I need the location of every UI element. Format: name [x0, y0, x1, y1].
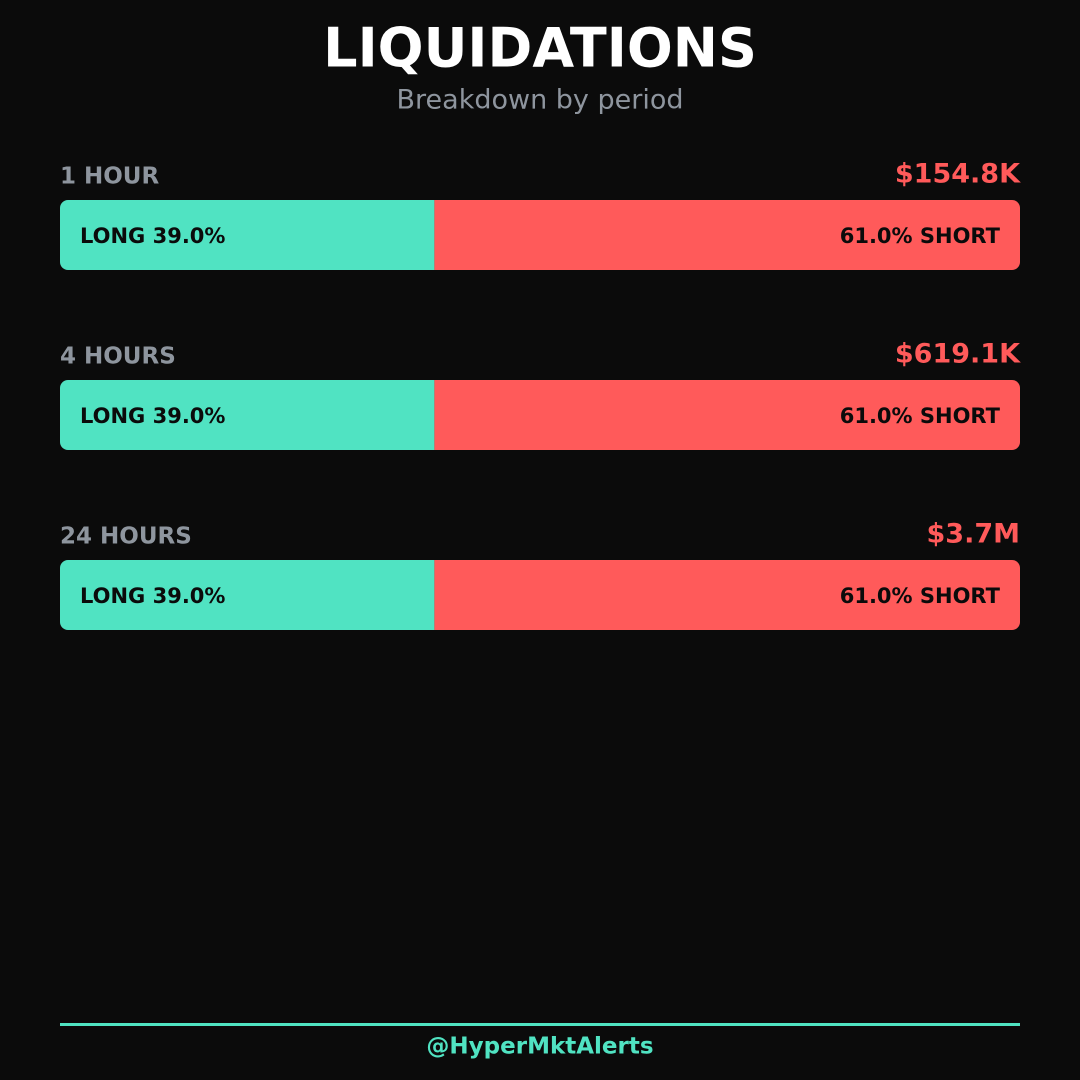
bar-segment: [60, 380, 435, 450]
total-label: $619.1K: [895, 339, 1021, 370]
bar-segment: [434, 200, 1020, 270]
segment-label: LONG 39.0%: [80, 404, 225, 428]
total-label: $3.7M: [927, 519, 1021, 550]
bar-segment: [434, 560, 1020, 630]
bar-segment: [60, 200, 435, 270]
total-label: $154.8K: [895, 159, 1021, 190]
chart-title: LIQUIDATIONS: [323, 17, 757, 80]
chart-subtitle: Breakdown by period: [397, 85, 684, 116]
footer-handle: @HyperMktAlerts: [426, 1034, 653, 1060]
segment-label: 61.0% SHORT: [840, 224, 1001, 248]
bar-segment: [60, 560, 435, 630]
period-label: 4 HOURS: [60, 344, 176, 370]
bar-segment: [434, 380, 1020, 450]
segment-label: LONG 39.0%: [80, 584, 225, 608]
segment-label: 61.0% SHORT: [840, 584, 1001, 608]
segment-label: LONG 39.0%: [80, 224, 225, 248]
period-label: 1 HOUR: [60, 164, 159, 190]
segment-label: 61.0% SHORT: [840, 404, 1001, 428]
period-label: 24 HOURS: [60, 524, 192, 550]
